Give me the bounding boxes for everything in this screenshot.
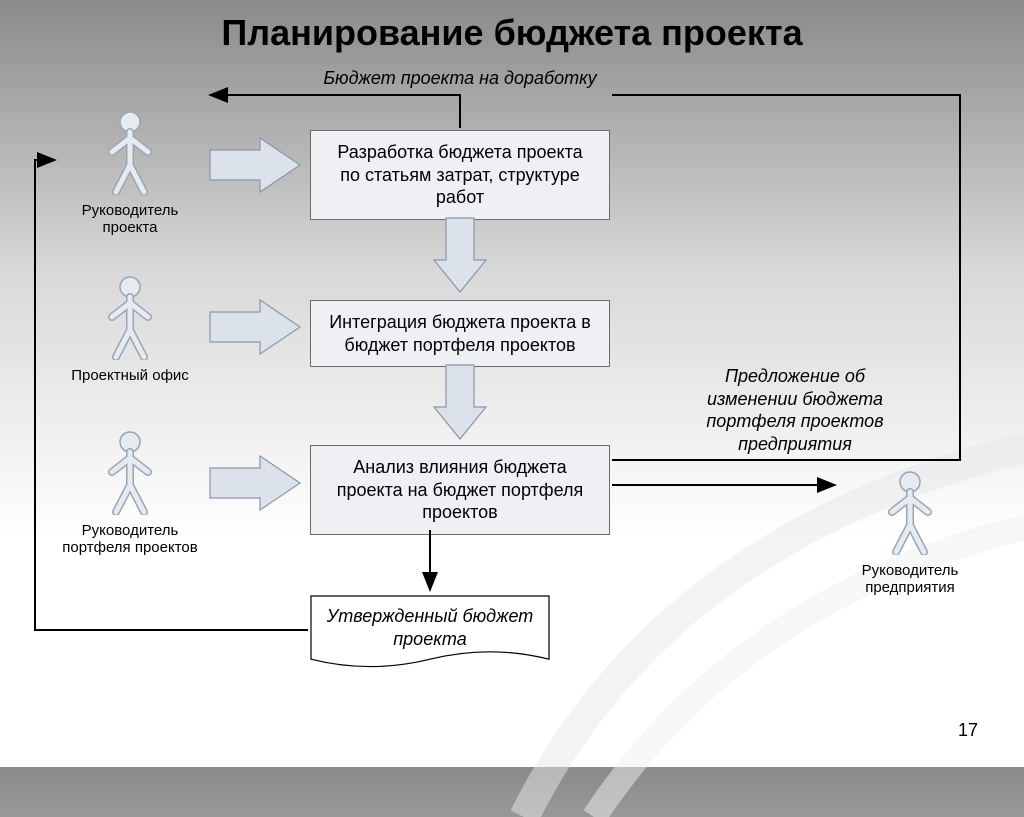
person-icon (880, 470, 940, 555)
actor-project-office: Проектный офис (60, 275, 200, 384)
actor-label: Руководитель портфеля проектов (60, 522, 200, 557)
actor-label: Руководитель предприятия (840, 562, 980, 597)
block-arrow-icon (210, 456, 300, 510)
process-box-integrate: Интеграция бюджета проекта в бюджет порт… (310, 300, 610, 367)
block-arrow-icon (210, 138, 300, 192)
actor-project-manager: Руководитель проекта (60, 110, 200, 237)
actor-label: Руководитель проекта (60, 202, 200, 237)
actor-portfolio-manager: Руководитель портфеля проектов (60, 430, 200, 557)
person-icon (100, 110, 160, 195)
person-icon (100, 430, 160, 515)
feedback-label: Бюджет проекта на доработку (310, 68, 610, 89)
process-box-develop: Разработка бюджета проекта по статьям за… (310, 130, 610, 220)
actor-enterprise-manager: Руководитель предприятия (840, 470, 980, 597)
page-number: 17 (958, 720, 978, 741)
output-document-label: Утвержденный бюджет проекта (327, 606, 534, 649)
output-document: Утвержденный бюджет проекта (310, 595, 550, 674)
actor-label: Проектный офис (60, 367, 200, 384)
proposal-label: Предложение об изменении бюджета портфел… (680, 365, 910, 455)
person-icon (100, 275, 160, 360)
down-block-arrow-icon (434, 218, 486, 292)
process-box-analyze: Анализ влияния бюджета проекта на бюджет… (310, 445, 610, 535)
block-arrow-icon (210, 300, 300, 354)
page-title: Планирование бюджета проекта (0, 0, 1024, 54)
